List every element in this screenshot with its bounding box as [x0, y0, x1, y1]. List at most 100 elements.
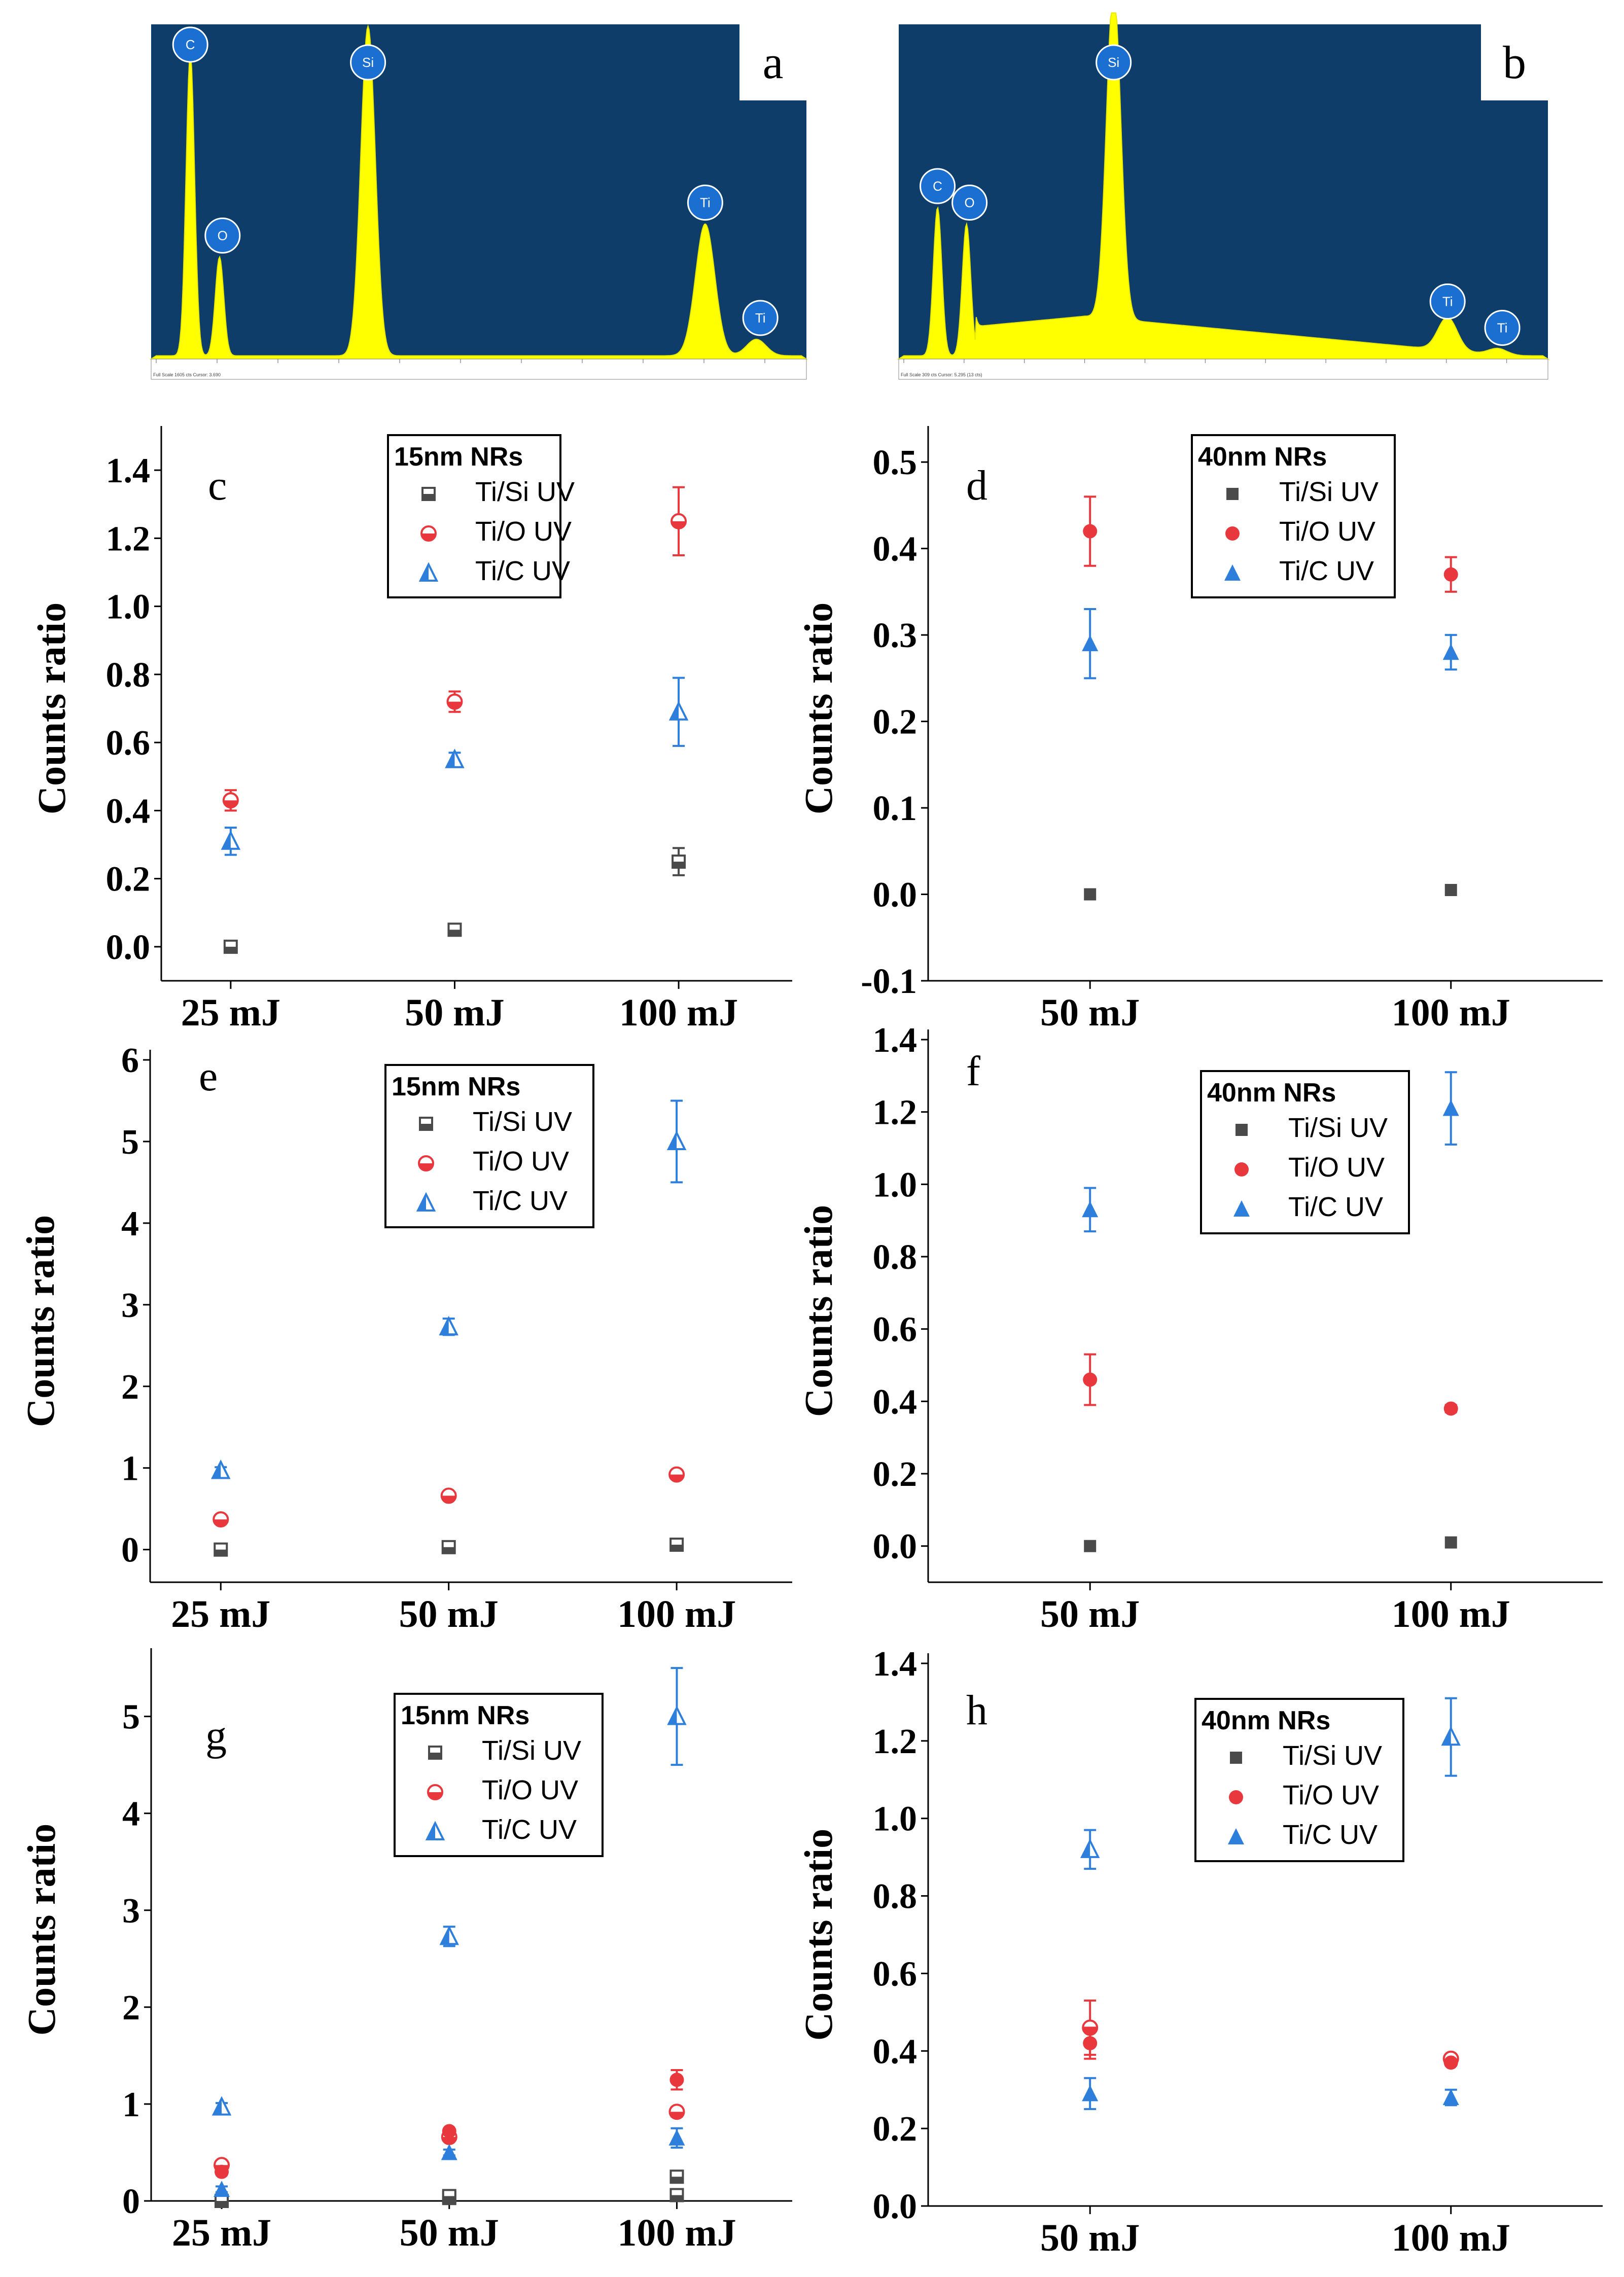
element-badge-c	[920, 168, 956, 204]
legend-box	[387, 434, 561, 598]
marker-half	[422, 494, 435, 500]
spectrum-trace	[897, 12, 1550, 360]
marker-half	[419, 1163, 433, 1170]
y-tick-label: 4	[121, 1204, 139, 1243]
marker-half	[429, 1753, 441, 1759]
marker-circle	[668, 1466, 685, 1483]
marker-circle	[1443, 567, 1458, 582]
element-badge-label: Ti	[1497, 321, 1508, 336]
marker-triangle	[668, 701, 689, 721]
y-tick-label: 0.2	[873, 1455, 917, 1494]
y-tick-label: 1	[121, 1449, 139, 1488]
marker-circle	[442, 2124, 456, 2139]
x-tick-label: 100 mJ	[1392, 2217, 1510, 2259]
y-tick-label: 0	[121, 1531, 139, 1570]
marker-triangle	[441, 2144, 457, 2160]
legend-entry: Ti/C UV	[473, 1186, 568, 1216]
y-tick-label: 1.4	[873, 1645, 917, 1684]
marker-half	[215, 1549, 227, 1556]
legend-entry: Ti/C UV	[1288, 1192, 1383, 1222]
marker-body	[1443, 567, 1458, 582]
y-tick-label: 3	[121, 1286, 139, 1325]
element-badge-label: O	[965, 195, 975, 210]
marker-half	[440, 1318, 449, 1335]
marker-half	[673, 862, 685, 868]
data-point	[669, 2069, 684, 2091]
data-point	[1444, 1536, 1457, 1549]
element-badge-label: C	[186, 37, 195, 52]
y-tick-label: 0.6	[873, 1310, 917, 1349]
data-point	[442, 2124, 456, 2139]
element-badge-o	[204, 218, 241, 254]
marker-circle	[1083, 524, 1098, 539]
marker-triangle	[1082, 635, 1099, 652]
marker-body	[1230, 1752, 1242, 1764]
marker-body	[441, 2144, 457, 2160]
marker-body	[1082, 2085, 1099, 2102]
y-tick-label: 2	[121, 1368, 139, 1407]
marker-triangle	[1080, 1838, 1100, 1858]
element-badge-si	[350, 44, 386, 81]
marker-circle	[670, 513, 687, 529]
marker-circle	[213, 1511, 229, 1528]
data-point	[439, 1925, 459, 1947]
marker-half	[442, 1547, 455, 1553]
spectrum-axis-strip	[898, 359, 1548, 380]
x-tick-label: 50 mJ	[399, 1593, 499, 1635]
marker-circle	[1443, 1401, 1458, 1416]
x-tick-label: 100 mJ	[617, 2212, 736, 2254]
marker-half	[670, 703, 679, 720]
marker-half	[670, 2195, 683, 2201]
marker-triangle	[666, 1130, 687, 1150]
legend-entry: Ti/C UV	[475, 556, 570, 586]
legend-entry: Ti/C UV	[1279, 556, 1374, 586]
x-tick-label: 25 mJ	[171, 1593, 270, 1635]
legend-entry: Ti/Si UV	[1283, 1740, 1382, 1771]
x-tick-label: 50 mJ	[405, 991, 504, 1034]
x-tick-label: 25 mJ	[172, 2212, 271, 2254]
x-tick-label: 100 mJ	[617, 1593, 736, 1635]
data-point	[222, 789, 239, 812]
data-point	[669, 2169, 684, 2184]
marker-circle	[1225, 526, 1240, 541]
marker-triangle	[211, 1460, 231, 1479]
marker-half	[214, 2098, 222, 2115]
y-tick-label: 5	[122, 1698, 140, 1737]
data-point	[666, 1099, 687, 1184]
element-badge-label: Ti	[700, 195, 711, 210]
marker-body	[1083, 2036, 1098, 2050]
y-tick-label: 0.6	[873, 1954, 917, 1994]
data-point	[439, 1315, 458, 1336]
element-badge-o	[951, 185, 988, 221]
marker-square	[428, 1746, 442, 1760]
marker-square	[1444, 884, 1457, 896]
marker-half	[442, 2137, 456, 2144]
marker-body	[1444, 1536, 1457, 1549]
marker-square	[669, 1537, 684, 1552]
marker-body	[669, 2073, 684, 2087]
marker-body	[1084, 888, 1097, 901]
marker-triangle	[416, 1192, 436, 1212]
spectrum-background	[899, 24, 1548, 379]
marker-triangle	[1228, 1828, 1244, 1844]
element-badge-label: Ti	[755, 310, 766, 326]
data-point	[1080, 1829, 1100, 1870]
marker-body	[1082, 1201, 1099, 1218]
panel-letter: a	[763, 37, 784, 88]
marker-square	[1226, 488, 1239, 500]
marker-triangle	[1442, 2089, 1459, 2105]
y-tick-label: 1.2	[873, 1722, 917, 1761]
spectrum-panel-a: Full Scale 1605 cts Cursor: 3.690 C O Si Ti T…	[149, 24, 808, 380]
y-tick-label: 0.4	[873, 2032, 917, 2071]
y-tick-label: 0.4	[873, 530, 917, 569]
data-point	[669, 1537, 684, 1552]
marker-half	[420, 1124, 432, 1130]
panel-letter-box	[1481, 24, 1548, 100]
marker-triangle	[418, 562, 439, 582]
marker-square	[419, 1117, 433, 1131]
panel-letter: f	[966, 1048, 980, 1095]
marker-circle	[222, 792, 239, 809]
chart-panel-g: 0 1 2 3 4 5 25 mJ 50 mJ 100 mJ Counts ratio g 15nm …	[19, 1648, 792, 2254]
marker-triangle	[1082, 2085, 1099, 2102]
element-badge-c	[172, 26, 208, 63]
